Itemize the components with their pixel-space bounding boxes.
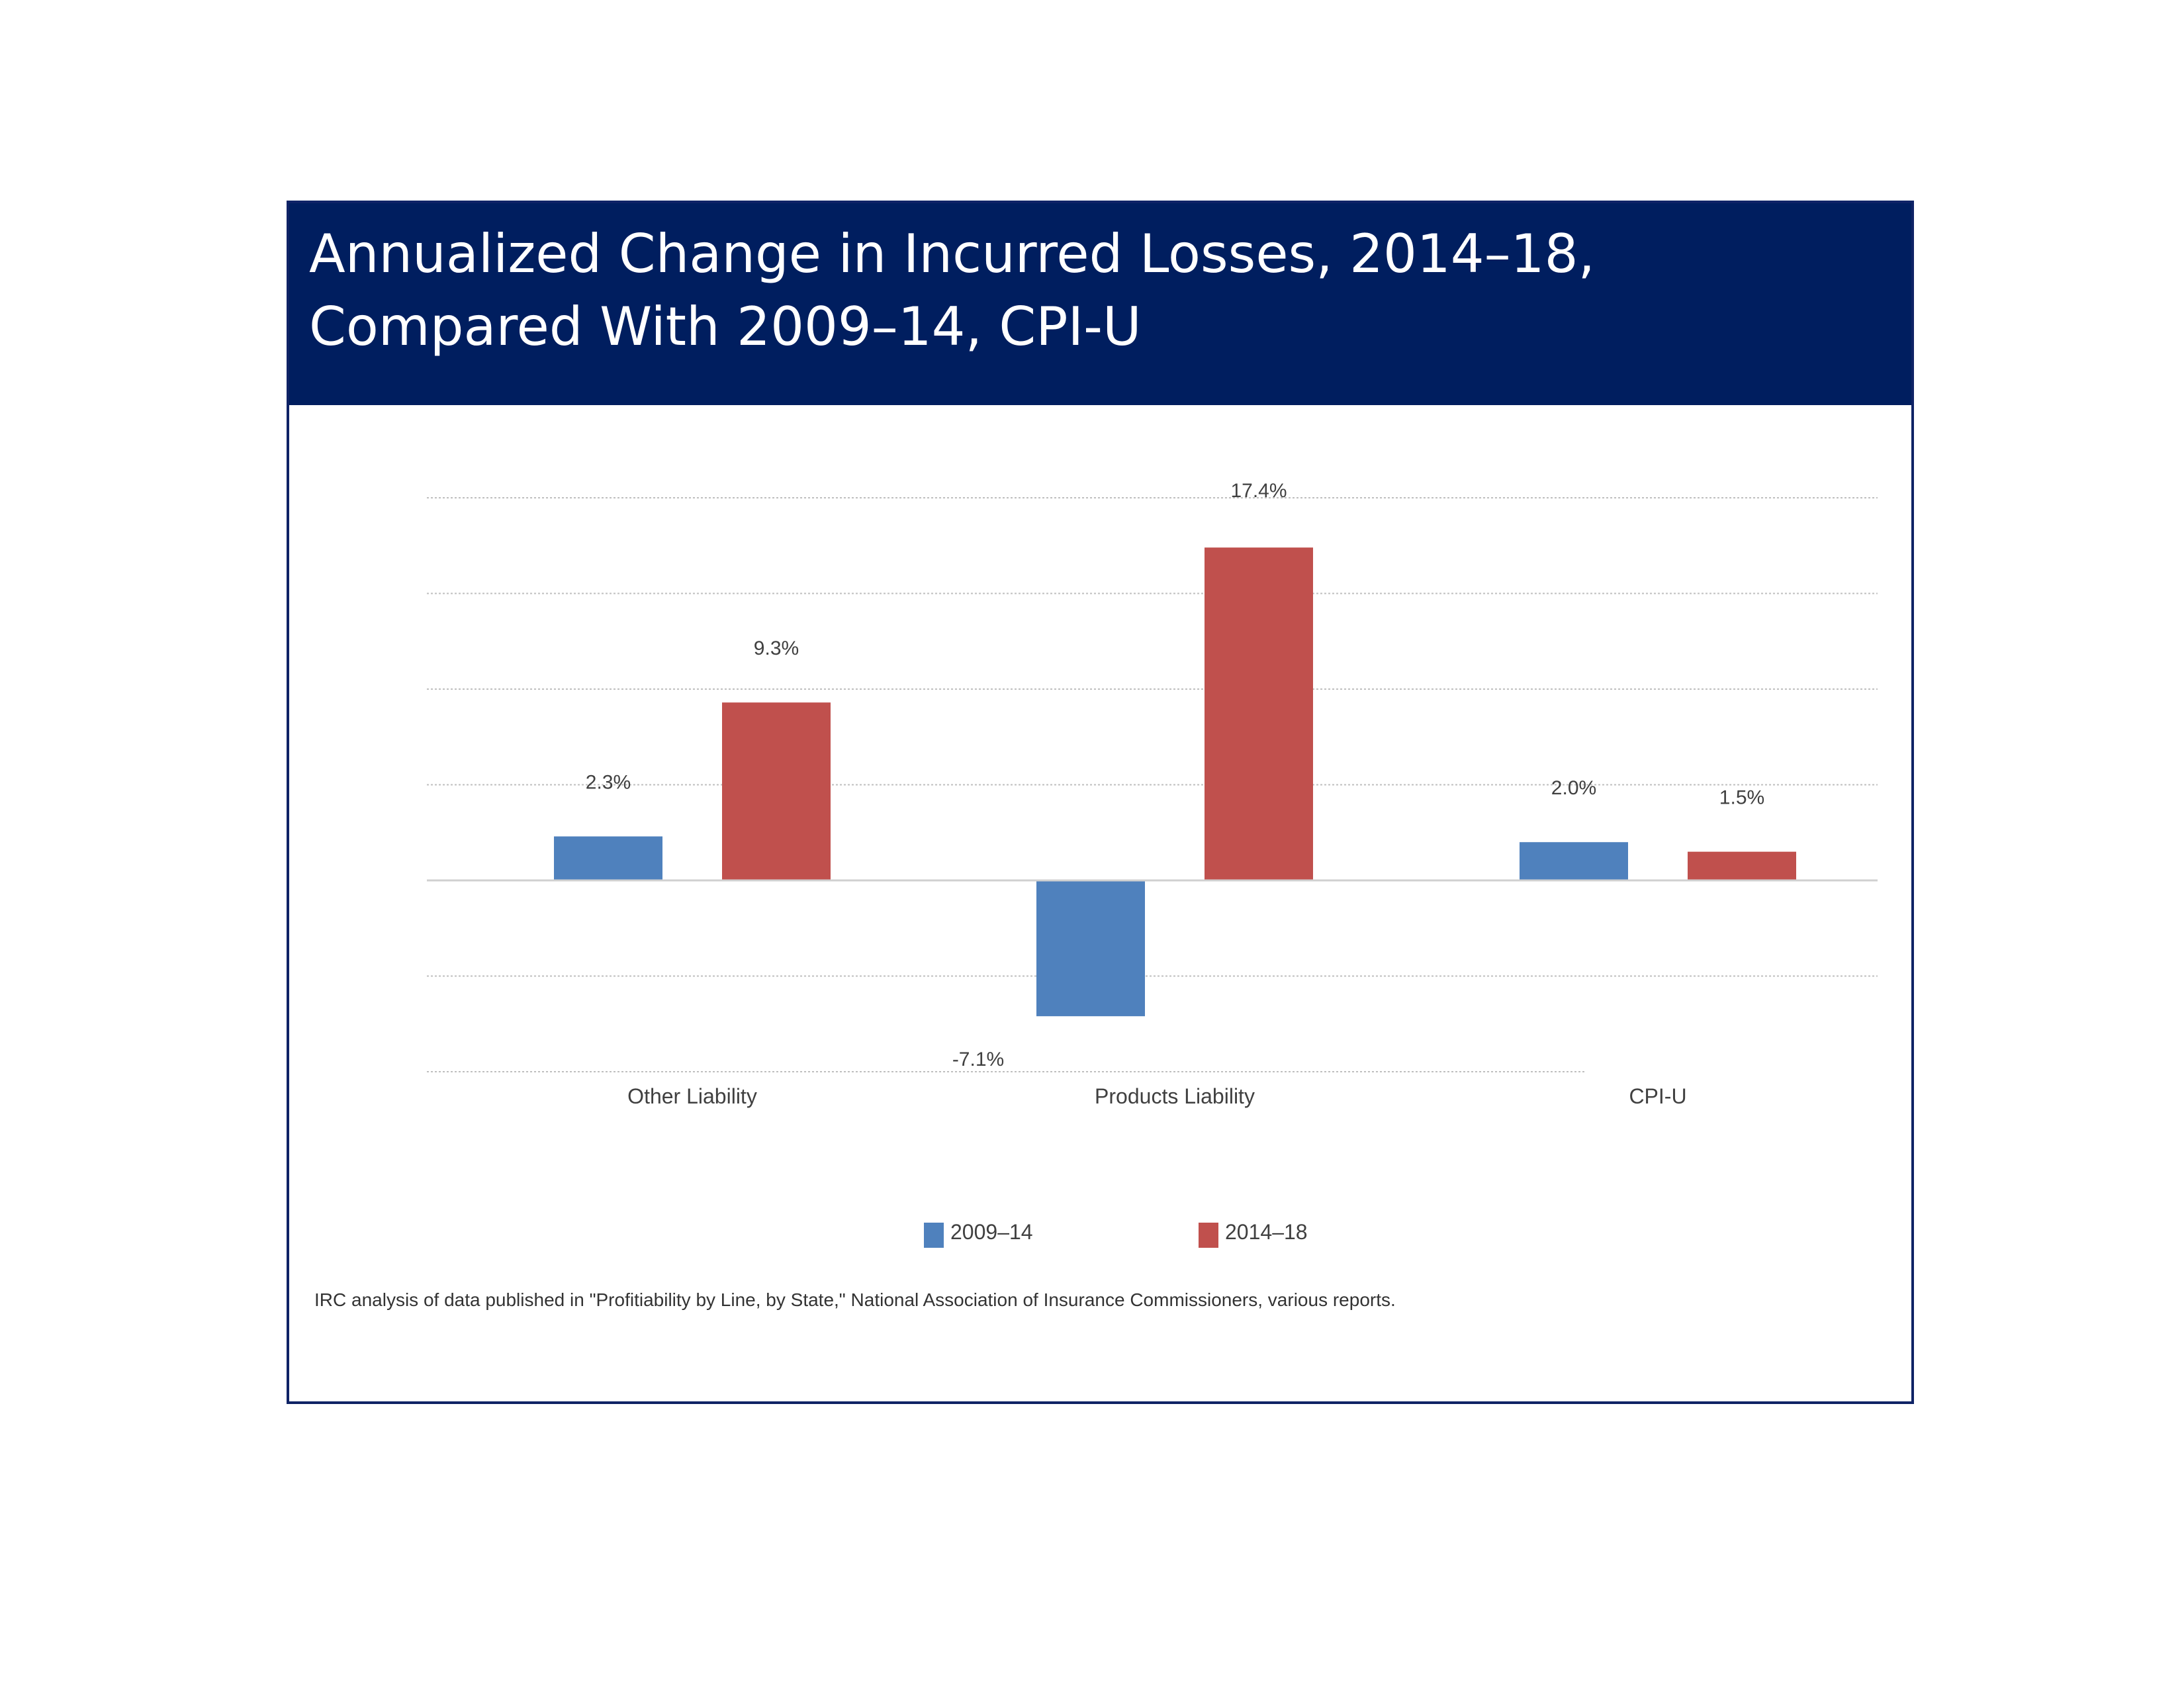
category-label: Other Liability	[627, 1084, 757, 1108]
legend-label: 2009–14	[950, 1220, 1033, 1244]
bar-series2	[722, 702, 831, 880]
bar-series2	[1205, 547, 1313, 880]
bar-chart: 2.3% -7.1% 2.0% 9.3% 17.4% 1.5% Other Liabilit…	[427, 480, 1878, 1248]
bar-series1	[554, 836, 662, 880]
title-banner: Annualized Change in Incurred Losses, 20…	[289, 203, 1911, 405]
source-note: IRC analysis of data published in "Profi…	[314, 1289, 1396, 1310]
chart-frame: Annualized Change in Incurred Losses, 20…	[287, 201, 1914, 1404]
category-label: Products Liability	[1095, 1084, 1255, 1108]
category-label: CPI-U	[1629, 1084, 1686, 1108]
bar-series1	[1036, 880, 1145, 1017]
data-label: -7.1%	[952, 1049, 1004, 1070]
legend-swatch	[1199, 1223, 1218, 1248]
data-label: 2.3%	[586, 772, 631, 794]
data-label: 1.5%	[1719, 787, 1764, 809]
legend-label: 2014–18	[1225, 1220, 1308, 1244]
bar-series2	[1688, 851, 1796, 880]
data-label: 9.3%	[754, 637, 799, 659]
bar-series1	[1520, 842, 1628, 880]
chart-title: Annualized Change in Incurred Losses, 20…	[309, 223, 1595, 357]
data-label: 17.4%	[1230, 480, 1287, 502]
data-label: 2.0%	[1551, 777, 1596, 799]
legend-swatch	[924, 1223, 944, 1248]
